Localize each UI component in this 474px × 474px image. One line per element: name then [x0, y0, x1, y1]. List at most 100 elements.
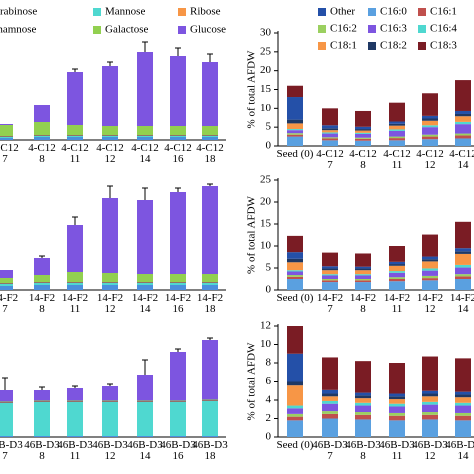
bar-segment [202, 136, 218, 137]
bar-segment [355, 268, 371, 271]
y-axis-label: % of total AFDW [246, 50, 258, 129]
x-tick-label: 14-F2 8 [349, 292, 377, 315]
x-tick-label: 46B-D3 12 [412, 439, 448, 462]
x-tick-label: 46B-D3 14 [445, 439, 474, 462]
bar-segment [170, 282, 186, 283]
bar-segment [322, 274, 338, 276]
bar-segment [389, 406, 405, 413]
bar-segment [287, 271, 303, 276]
y-tick-label: 10 [260, 338, 272, 350]
bar-segment [355, 398, 371, 403]
bar-segment [389, 277, 405, 279]
bar-segment [67, 283, 83, 285]
bar-segment [67, 400, 83, 401]
bar-segment [202, 137, 218, 140]
bar-segment [170, 135, 186, 136]
legend-swatch [368, 42, 376, 50]
bar-segment [0, 284, 13, 286]
bar-segment [389, 403, 405, 407]
bar-segment [422, 393, 438, 397]
y-tick-label: 20 [260, 64, 272, 76]
bar-segment [137, 285, 153, 290]
bar-segment [389, 123, 405, 126]
x-tick-label: 14-F2 11 [61, 292, 89, 315]
x-tick-label: 4-C12 12 [96, 142, 124, 165]
bar-segment [422, 401, 438, 405]
x-tick-label: 14-F2 11 [383, 292, 411, 315]
bar-segment [287, 326, 303, 354]
legend-swatch [418, 42, 426, 50]
bar-segment [389, 125, 405, 130]
x-tick-label: 14-F2 7 [316, 292, 344, 315]
legend-swatch [318, 42, 326, 50]
bar-segment [455, 113, 471, 117]
bar-segment [455, 116, 471, 122]
bar-segment [102, 135, 118, 136]
bar-segment [34, 275, 50, 282]
x-tick-label: 46B-D3 11 [379, 439, 415, 462]
bar-segment [455, 415, 471, 421]
bar-segment [202, 282, 218, 283]
bar-segment [137, 282, 153, 283]
bar-segment [355, 275, 371, 279]
bar-segment [422, 268, 438, 271]
bar-segment [202, 285, 218, 290]
bar-segment [67, 401, 83, 402]
bar-segment [102, 136, 118, 137]
bar-segment [422, 115, 438, 119]
x-tick-label: 4-C12 11 [383, 148, 411, 171]
bar-segment [202, 126, 218, 135]
x-tick-label: 46B-D3 14 [127, 439, 163, 462]
bar-segment [422, 134, 438, 137]
y-tick-label: 0 [266, 431, 272, 443]
bar-segment [389, 272, 405, 278]
x-tick-label: 46B-D3 7 [312, 439, 348, 462]
bar-segment [202, 274, 218, 282]
x-tick-label: 4-C12 16 [164, 142, 192, 165]
bar-segment [322, 130, 338, 133]
bar-segment [322, 132, 338, 134]
bar-segment [455, 397, 471, 403]
bar-segment [355, 361, 371, 393]
bar-segment [322, 403, 338, 412]
legend-swatch [318, 8, 326, 16]
legend-swatch [368, 8, 376, 16]
bar-segment [287, 130, 303, 134]
bar-segment [322, 396, 338, 401]
x-tick-label: 14-F2 7 [0, 292, 19, 315]
bar-segment [287, 270, 303, 272]
bar-segment [170, 352, 186, 401]
bar-segment [322, 268, 338, 271]
bar-segment [355, 140, 371, 146]
bar-segment [455, 358, 471, 392]
y-tick-label: 20 [260, 196, 272, 208]
legend-label: C18:1 [330, 40, 357, 52]
bar-segment [422, 125, 438, 128]
bar-segment [322, 418, 338, 437]
bar-segment [422, 280, 438, 290]
bar-segment [137, 282, 153, 283]
bar-segment [422, 278, 438, 281]
bar-segment [34, 282, 50, 283]
bar-segment [455, 264, 471, 268]
bar-segment [455, 124, 471, 134]
bar-segment [287, 353, 303, 382]
bar-segment [322, 270, 338, 275]
bar-segment [355, 395, 371, 399]
bar-segment [322, 266, 338, 269]
bar-segment [202, 135, 218, 136]
bar-segment [455, 394, 471, 398]
bar-segment [102, 386, 118, 401]
bar-segment [67, 225, 83, 272]
bar-segment [137, 283, 153, 285]
bar-segment [202, 400, 218, 401]
bar-segment [102, 273, 118, 282]
bar-segment [422, 412, 438, 415]
bar-segment [355, 279, 371, 281]
bar-segment [287, 133, 303, 135]
bar-segment [170, 401, 186, 402]
bar-segment [455, 279, 471, 290]
legend-label: C16:2 [330, 23, 357, 35]
bar-segment [170, 135, 186, 136]
